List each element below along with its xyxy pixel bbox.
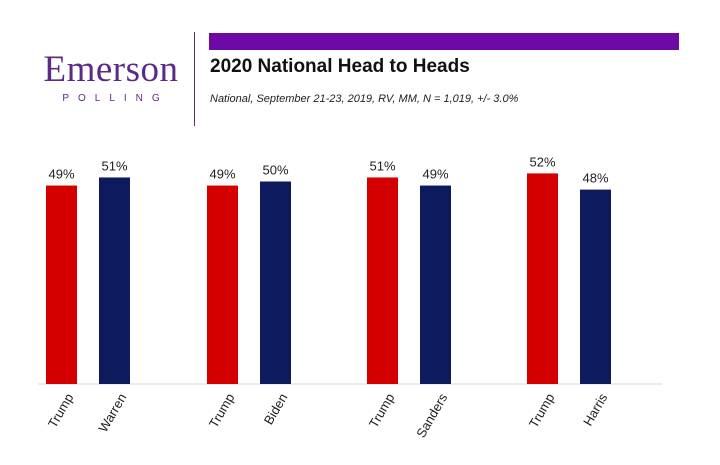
bar-trump bbox=[207, 185, 238, 384]
data-label: 51% bbox=[101, 158, 127, 173]
bar-warren bbox=[99, 177, 130, 384]
data-label: 49% bbox=[209, 167, 235, 182]
logo-name: Emerson bbox=[43, 49, 179, 90]
emerson-polling-logo: Emerson POLLING bbox=[30, 49, 192, 105]
data-label: 48% bbox=[582, 171, 608, 186]
logo-subtitle: POLLING bbox=[62, 93, 169, 104]
header-accent-bar bbox=[209, 33, 679, 50]
data-label: 49% bbox=[422, 167, 448, 182]
data-label: 50% bbox=[262, 163, 288, 178]
bar-biden bbox=[260, 181, 291, 384]
bar-trump bbox=[46, 185, 77, 384]
bar-sanders bbox=[420, 185, 451, 384]
category-label: Trump bbox=[45, 391, 77, 431]
data-label: 52% bbox=[529, 154, 555, 169]
data-label: 49% bbox=[48, 167, 74, 182]
data-label: 51% bbox=[369, 158, 395, 173]
category-label: Trump bbox=[206, 391, 238, 431]
category-label: Harris bbox=[580, 390, 611, 428]
chart-title: 2020 National Head to Heads bbox=[210, 56, 470, 77]
category-label: Trump bbox=[366, 391, 398, 431]
category-label: Trump bbox=[526, 391, 558, 431]
category-label: Biden bbox=[261, 391, 291, 427]
bar-trump bbox=[527, 173, 558, 384]
bar-trump bbox=[367, 177, 398, 384]
bar-harris bbox=[580, 189, 611, 384]
chart-subtitle: National, September 21-23, 2019, RV, MM,… bbox=[210, 93, 519, 105]
category-label: Warren bbox=[95, 391, 129, 435]
category-label: Sanders bbox=[413, 390, 450, 440]
header-divider bbox=[194, 32, 195, 126]
